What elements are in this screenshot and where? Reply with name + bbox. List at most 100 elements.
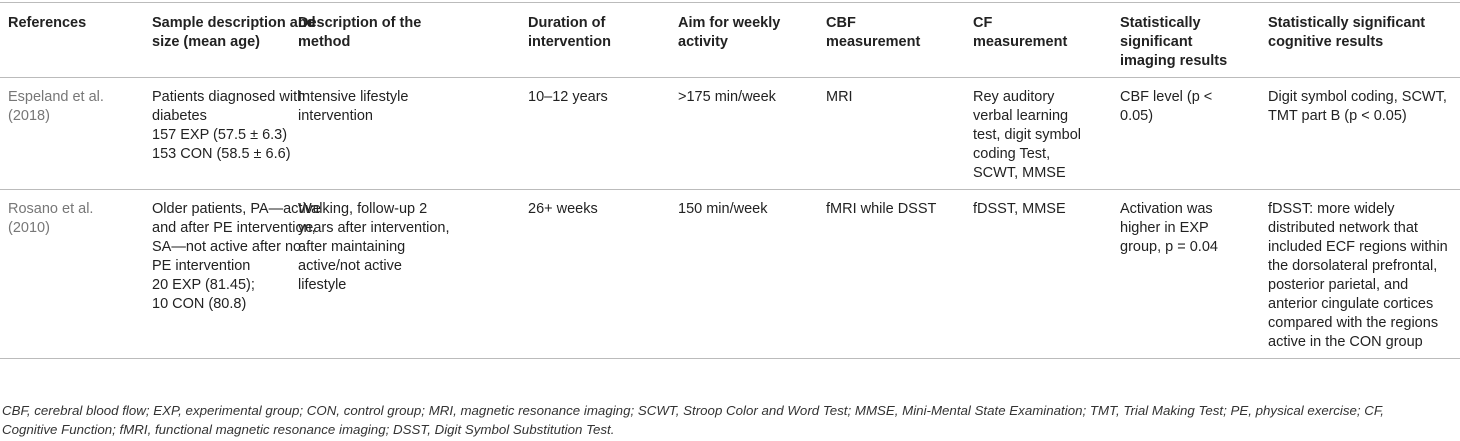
table-cell: Rey auditory verbal learning test, digit s… (965, 77, 1112, 190)
table-row: Espeland et al. (2018) Patients diagnosed … (0, 77, 1460, 190)
cell-line: group, p = 0.04 (1120, 239, 1218, 255)
cell-line: included ECF regions within (1268, 239, 1448, 255)
cell-line: lifestyle (298, 277, 347, 293)
cell-line: measurement (826, 34, 921, 50)
cell-line: size (mean age) (152, 34, 260, 50)
header-cell: Statistically significant cognitive resul… (1260, 2, 1460, 78)
table-cell: Patients diagnosed with diabetes 157 EXP (… (144, 77, 306, 190)
cell-line: the dorsolateral prefrontal, (1268, 258, 1438, 274)
table-cell: 10–12 years (520, 77, 670, 190)
cell-line: SA—not active after no (152, 239, 302, 255)
table-cell: >175 min/week (670, 77, 818, 190)
cell-line: intervention (298, 108, 373, 124)
table-cell: fDSST, MMSE (965, 189, 1112, 359)
cell-line: (2018) (8, 108, 50, 124)
cell-line: 26+ weeks (528, 201, 598, 217)
header-cell: Sample description and size (mean age) (144, 2, 316, 78)
table-row: Rosano et al. (2010) Older patients, PA—ac… (0, 189, 1460, 359)
cell-line: TMT part B (p < 0.05) (1268, 108, 1407, 124)
cell-line: >175 min/week (678, 89, 776, 105)
data-table: References Sample description and size (me… (0, 2, 1460, 359)
cell-line: distributed network that (1268, 220, 1418, 236)
cell-line: 10–12 years (528, 89, 608, 105)
header-cell: CF measurement (965, 2, 1112, 78)
cell-line: cognitive results (1268, 34, 1384, 50)
cell-line: compared with the regions (1268, 315, 1439, 331)
cell-line: years after intervention, (298, 220, 450, 236)
table-cell: Walking, follow-up 2 years after interven… (290, 189, 520, 359)
cell-line: Espeland et al. (8, 89, 104, 105)
header-cell: Duration of intervention (520, 2, 670, 78)
cell-line: Sample description and (152, 15, 316, 31)
table-cell: CBF level (p < 0.05) (1112, 77, 1260, 190)
cell-line: diabetes (152, 108, 207, 124)
cell-line: after maintaining (298, 239, 406, 255)
cell-line: fDSST, MMSE (973, 201, 1066, 217)
cell-line: MRI (826, 89, 853, 105)
cell-line: and after PE intervention, (152, 220, 316, 236)
cell-line: Duration of (528, 15, 606, 31)
cell-line: higher in EXP (1120, 220, 1209, 236)
cell-line: SCWT, MMSE (973, 165, 1066, 181)
cell-line: CBF (826, 15, 856, 31)
cell-line: (2010) (8, 220, 50, 236)
cell-line: Activation was (1120, 201, 1213, 217)
header-cell: Statistically significant imaging results (1112, 2, 1260, 78)
table-cell: fMRI while DSST (818, 189, 965, 359)
header-cell: CBF measurement (818, 2, 965, 78)
cell-line: Rosano et al. (8, 201, 94, 217)
table-cell: fDSST: more widely distributed network th… (1260, 189, 1460, 359)
table-cell: MRI (818, 77, 965, 190)
cell-line: fMRI while DSST (826, 201, 937, 217)
cell-line: verbal learning (973, 108, 1069, 124)
cell-line: Cognitive Function; fMRI, functional mag… (2, 422, 615, 437)
cell-line: active/not active (298, 258, 402, 274)
cell-line: Older patients, PA—active (152, 201, 321, 217)
header-cell: Description of the method (290, 2, 520, 78)
cell-line: Description of the (298, 15, 422, 31)
cell-line: Walking, follow-up 2 (298, 201, 428, 217)
table-cell: Older patients, PA—active and after PE in… (144, 189, 321, 359)
cell-line: Digit symbol coding, SCWT, (1268, 89, 1447, 105)
table-cell: Digit symbol coding, SCWT, TMT part B (p … (1260, 77, 1460, 190)
header-cell: References (0, 2, 144, 78)
cell-line: 10 CON (80.8) (152, 296, 247, 312)
cell-line: measurement (973, 34, 1068, 50)
cell-line: Statistically (1120, 15, 1201, 31)
cell-line: CBF, cerebral blood flow; EXP, experimen… (2, 403, 1384, 418)
cell-line: intervention (528, 34, 611, 50)
cell-line: PE intervention (152, 258, 251, 274)
cell-line: anterior cingulate cortices (1268, 296, 1434, 312)
table-body: Espeland et al. (2018) Patients diagnosed … (0, 77, 1460, 359)
cell-line: 150 min/week (678, 201, 768, 217)
cell-line: fDSST: more widely (1268, 201, 1395, 217)
cell-line: imaging results (1120, 53, 1228, 69)
cell-line: active in the CON group (1268, 334, 1423, 350)
cell-line: significant (1120, 34, 1193, 50)
table-cell: Espeland et al. (2018) (0, 77, 144, 190)
table-cell: 150 min/week (670, 189, 818, 359)
header-cell: Aim for weekly activity (670, 2, 818, 78)
cell-line: 0.05) (1120, 108, 1154, 124)
cell-line: Intensive lifestyle (298, 89, 409, 105)
table-cell: 26+ weeks (520, 189, 670, 359)
cell-line: Patients diagnosed with (152, 89, 306, 105)
cell-line: Rey auditory (973, 89, 1055, 105)
cell-line: Aim for weekly (678, 15, 781, 31)
footnote: CBF, cerebral blood flow; EXP, experimen… (2, 401, 1384, 439)
cell-line: test, digit symbol (973, 127, 1081, 143)
header-row: References Sample description and size (me… (0, 2, 1460, 78)
cell-line: 157 EXP (57.5 ± 6.3) (152, 127, 288, 143)
table-cell: Activation was higher in EXP group, p = 0.… (1112, 189, 1260, 359)
cell-line: References (8, 15, 87, 31)
table-cell: Intensive lifestyle intervention (290, 77, 520, 190)
cell-line: CBF level (p < (1120, 89, 1213, 105)
cell-line: CF (973, 15, 993, 31)
table-cell: Rosano et al. (2010) (0, 189, 144, 359)
cell-line: method (298, 34, 351, 50)
cell-line: coding Test, (973, 146, 1051, 162)
cell-line: posterior parietal, and (1268, 277, 1409, 293)
cell-line: 153 CON (58.5 ± 6.6) (152, 146, 291, 162)
cell-line: Statistically significant (1268, 15, 1426, 31)
